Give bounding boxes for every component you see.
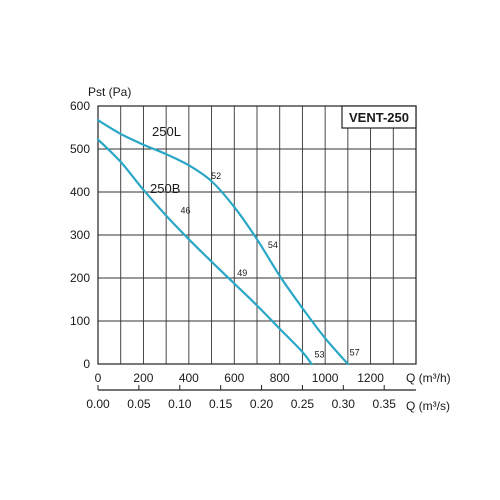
x-axis-title: Q (m³/h) xyxy=(406,371,451,385)
y-tick-label: 400 xyxy=(70,185,90,199)
x-tick-label: 400 xyxy=(179,371,199,385)
x-tick-label: 1200 xyxy=(357,371,384,385)
x2-tick-label: 0.35 xyxy=(373,397,397,411)
point-annotation: 57 xyxy=(350,347,360,357)
y-tick-label: 100 xyxy=(70,314,90,328)
curve-250L xyxy=(96,119,349,366)
series-label-250L: 250L xyxy=(152,124,181,139)
model-label-box xyxy=(341,105,417,129)
x-tick-label: 600 xyxy=(224,371,244,385)
x2-tick-label: 0.00 xyxy=(86,397,110,411)
y-tick-labels: 0 100 200 300 400 500 600 xyxy=(70,99,90,371)
y-tick-label: 0 xyxy=(83,357,90,371)
model-label: VENT-250 xyxy=(349,110,409,125)
x-tick-labels: 0 200 400 600 800 1000 1200 xyxy=(95,371,385,385)
x2-tick-label: 0.05 xyxy=(127,397,151,411)
point-annotation: 52 xyxy=(211,171,221,181)
secondary-x-axis: 0.00 0.05 0.10 0.15 0.20 0.25 0.30 0.35 xyxy=(86,385,416,411)
x-tick-label: 1000 xyxy=(312,371,339,385)
x2-tick-label: 0.15 xyxy=(209,397,233,411)
point-annotation: 49 xyxy=(237,268,247,278)
y-tick-label: 500 xyxy=(70,142,90,156)
plot-frame xyxy=(97,105,417,365)
point-annotation: 54 xyxy=(268,240,278,250)
point-annotations: 52 54 57 46 49 53 xyxy=(180,171,359,359)
grid-lines xyxy=(98,106,416,364)
curve-250B xyxy=(96,138,313,366)
y-tick-label: 300 xyxy=(70,228,90,242)
y-axis-title: Pst (Pa) xyxy=(88,85,131,99)
x-tick-label: 800 xyxy=(270,371,290,385)
series-label-250B: 250B xyxy=(150,181,180,196)
point-annotation: 46 xyxy=(180,206,190,216)
y-tick-label: 200 xyxy=(70,271,90,285)
x2-tick-label: 0.20 xyxy=(250,397,274,411)
x2-tick-label: 0.30 xyxy=(332,397,356,411)
series-curves: 250L 250B xyxy=(96,119,349,366)
x2-axis-title: Q (m³/s) xyxy=(406,399,450,413)
y-tick-label: 600 xyxy=(70,99,90,113)
point-annotation: 53 xyxy=(314,350,324,360)
x-tick-label: 200 xyxy=(133,371,153,385)
x2-tick-label: 0.25 xyxy=(291,397,315,411)
x-tick-label: 0 xyxy=(95,371,102,385)
x2-tick-label: 0.10 xyxy=(168,397,192,411)
